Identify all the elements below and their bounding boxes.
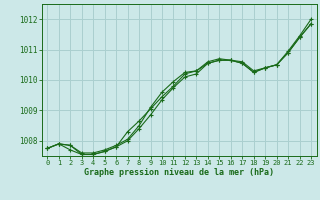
X-axis label: Graphe pression niveau de la mer (hPa): Graphe pression niveau de la mer (hPa) xyxy=(84,168,274,177)
